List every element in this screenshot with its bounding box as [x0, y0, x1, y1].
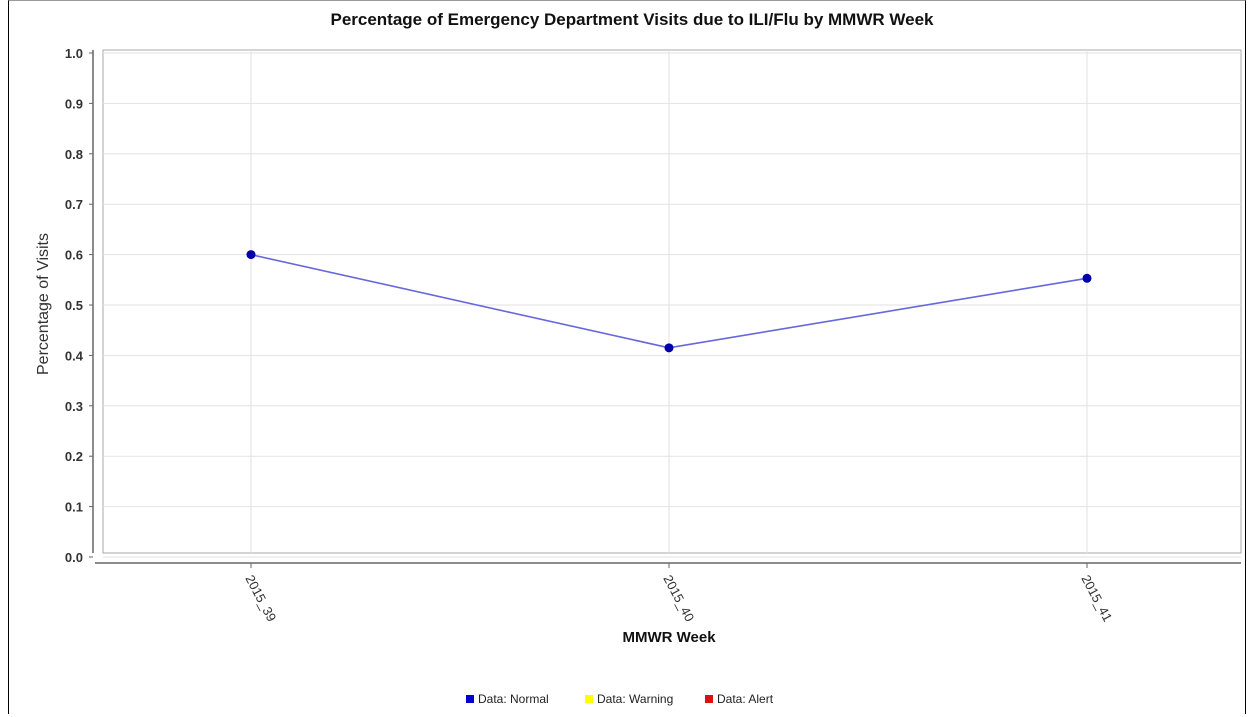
x-axis-label: MMWR Week	[622, 629, 716, 646]
y-tick-label: 0.7	[65, 197, 83, 212]
legend-label: Data: Warning	[597, 692, 673, 706]
legend-label: Data: Alert	[717, 692, 774, 706]
y-tick-label: 0.3	[65, 399, 83, 414]
x-axis-ticks: 2015_39 2015_40 2015_41	[242, 563, 1115, 624]
y-axis-ticks: 0.0 0.1 0.2 0.3 0.4 0.5 0.6 0.7 0.8 0.9 1.0	[65, 46, 93, 565]
plot-area	[102, 49, 1242, 554]
y-tick-label: 0.9	[65, 96, 83, 111]
chart-title: Percentage of Emergency Department Visit…	[330, 10, 934, 29]
y-tick-label: 0.4	[65, 348, 84, 363]
x-tick-label: 2015_41	[1078, 572, 1115, 624]
series-normal	[246, 250, 1092, 353]
data-point[interactable]	[246, 250, 256, 260]
y-tick-label: 0.1	[65, 500, 83, 515]
y-tick-label: 0.5	[65, 298, 83, 313]
legend-swatch	[585, 695, 593, 703]
legend-swatch	[705, 695, 713, 703]
data-point[interactable]	[664, 343, 674, 353]
y-tick-label: 1.0	[65, 46, 83, 61]
chart-frame	[8, 0, 1246, 714]
legend: Data: Normal Data: Warning Data: Alert	[466, 692, 774, 706]
legend-swatch	[466, 695, 474, 703]
y-tick-label: 0.8	[65, 147, 83, 162]
y-axis-label: Percentage of Visits	[35, 233, 52, 375]
x-tick-label: 2015_39	[242, 572, 279, 624]
grid-lines	[103, 50, 1241, 558]
y-tick-label: 0.6	[65, 248, 83, 263]
legend-label: Data: Normal	[478, 692, 549, 706]
y-tick-label: 0.0	[65, 550, 83, 565]
data-point[interactable]	[1082, 273, 1092, 283]
y-tick-label: 0.2	[65, 449, 83, 464]
x-tick-label: 2015_40	[660, 572, 697, 624]
